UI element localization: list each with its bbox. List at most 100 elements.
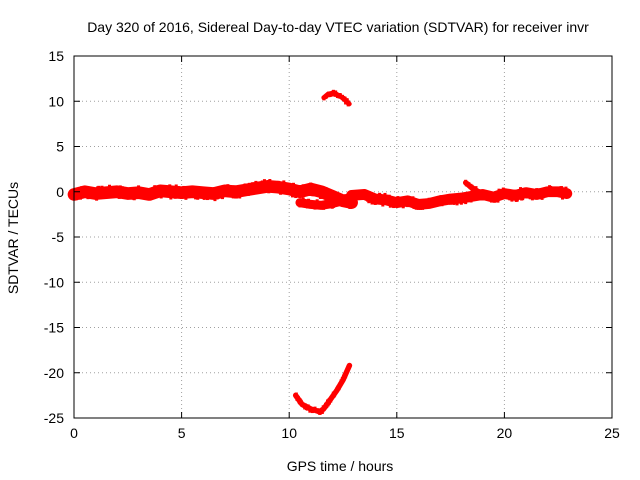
series-main-track — [67, 179, 358, 209]
data-point — [265, 180, 269, 184]
data-point — [184, 196, 188, 200]
data-point — [496, 199, 500, 203]
series-band — [67, 179, 358, 209]
data-point — [290, 194, 294, 198]
data-point — [197, 190, 201, 194]
data-point — [349, 204, 353, 208]
data-point — [556, 191, 560, 195]
data-point — [283, 184, 287, 188]
data-point — [78, 196, 82, 200]
data-point — [326, 194, 330, 198]
data-point — [446, 201, 450, 205]
data-point — [315, 199, 319, 203]
data-point — [215, 196, 219, 200]
data-point — [329, 203, 333, 207]
data-point — [217, 195, 221, 199]
data-point — [173, 195, 177, 199]
data-point — [298, 193, 302, 197]
data-point — [316, 189, 320, 193]
data-point — [288, 187, 292, 191]
data-point — [468, 192, 472, 196]
data-point — [403, 203, 407, 207]
data-point — [74, 197, 78, 201]
data-point — [467, 182, 471, 186]
data-point — [297, 187, 301, 191]
data-point — [310, 407, 314, 411]
data-point — [200, 195, 204, 199]
data-point — [544, 187, 548, 191]
data-point — [364, 191, 368, 195]
data-point — [98, 196, 102, 200]
data-point — [175, 191, 179, 195]
data-point — [322, 407, 326, 411]
data-point — [210, 188, 214, 192]
data-point — [420, 204, 424, 208]
x-tick-label: 0 — [70, 425, 78, 441]
y-tick-label: -15 — [44, 320, 64, 336]
data-point — [250, 187, 254, 191]
data-point — [542, 192, 546, 196]
data-point — [332, 191, 336, 195]
data-point — [243, 183, 247, 187]
data-point — [313, 206, 317, 210]
data-point — [336, 385, 340, 389]
data-point — [300, 200, 304, 204]
y-tick-label: -10 — [44, 274, 64, 290]
data-point — [418, 206, 422, 210]
data-point — [296, 193, 300, 197]
data-point — [344, 101, 348, 105]
data-point — [182, 185, 186, 189]
data-point — [536, 194, 540, 198]
x-tick-label: 5 — [178, 425, 186, 441]
data-point — [199, 186, 203, 190]
data-point — [323, 204, 327, 208]
data-point — [528, 196, 532, 200]
data-point — [308, 188, 312, 192]
data-point — [432, 203, 436, 207]
data-point — [383, 192, 387, 196]
data-point — [489, 199, 493, 203]
data-point — [534, 190, 538, 194]
data-point — [434, 197, 438, 201]
data-point — [522, 194, 526, 198]
data-point — [327, 196, 331, 200]
data-point — [451, 194, 455, 198]
x-tick-label: 15 — [389, 425, 405, 441]
data-point — [365, 193, 369, 197]
x-axis-label: GPS time / hours — [287, 458, 394, 474]
data-point — [331, 204, 335, 208]
data-point — [540, 196, 544, 200]
data-point — [149, 195, 153, 199]
data-point — [549, 185, 553, 189]
ticks: 0 5 10 15 20 25 15 10 5 0 -5 -10 -15 -20 -25 — [44, 48, 620, 441]
data-point — [116, 192, 120, 196]
series-spike-18 — [462, 179, 482, 195]
data-point — [344, 372, 348, 376]
data-point — [309, 182, 313, 186]
data-point — [100, 185, 104, 189]
data-point — [303, 406, 307, 410]
data-point — [352, 194, 356, 198]
data-point — [294, 392, 298, 396]
data-point — [501, 187, 505, 191]
data-point — [369, 196, 373, 200]
data-point — [162, 193, 166, 197]
data-point — [311, 205, 315, 209]
data-point — [216, 192, 220, 196]
data-point — [92, 192, 96, 196]
data-point — [334, 90, 338, 94]
data-point — [347, 365, 351, 369]
data-point — [338, 196, 342, 200]
data-point — [430, 198, 434, 202]
series-lower-arc — [292, 362, 353, 415]
data-point — [246, 192, 250, 196]
data-point — [264, 183, 268, 187]
data-point — [266, 185, 270, 189]
data-point — [331, 391, 335, 395]
data-point — [255, 181, 259, 185]
data-point — [207, 193, 210, 197]
data-point — [360, 192, 364, 196]
data-point — [301, 197, 305, 201]
data-point — [370, 201, 374, 205]
data-point — [459, 201, 463, 205]
